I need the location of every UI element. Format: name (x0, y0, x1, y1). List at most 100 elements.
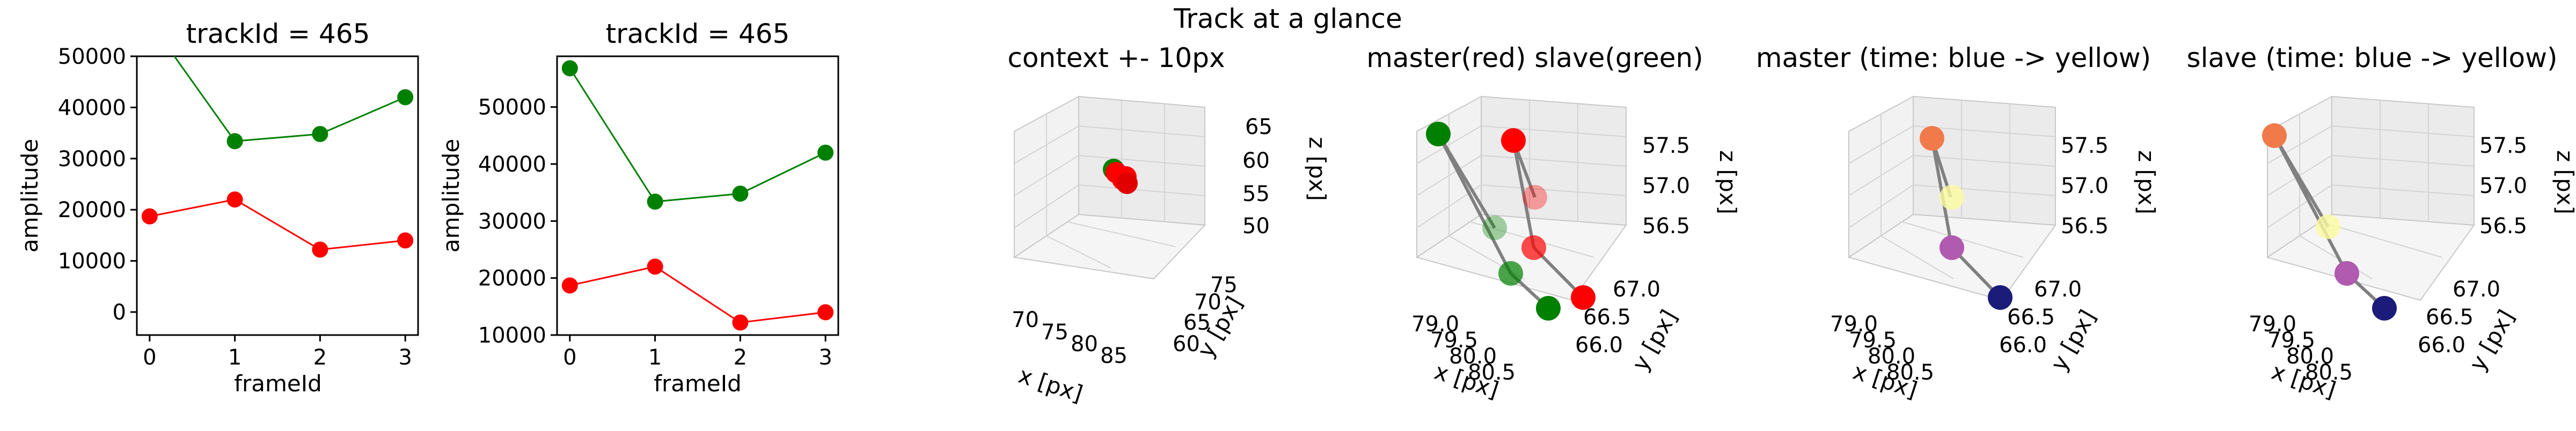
panel-4-marker-slave (1536, 296, 1561, 321)
p2-series-1-point (561, 277, 578, 294)
panel-1-x-axis-label: frameId (234, 370, 322, 397)
panel-4-marker-master (1521, 235, 1546, 260)
panel-3-x-ticks: 70 75 80 85 (1012, 308, 1128, 368)
panel-2-axes-frame (556, 55, 839, 336)
panel-4-z-tick-label: 57.5 (1642, 133, 1690, 158)
p1-series-1-point (312, 241, 328, 258)
p2-series-0-point (817, 144, 834, 161)
p2-series-1-point (732, 314, 749, 331)
panel-5-y-tick-label: 66.0 (1999, 333, 2047, 358)
panel-2-y-axis-label: amplitude (438, 139, 464, 252)
panel-2-y-tick-label: 50000 (478, 95, 546, 120)
panel-5-marker (1920, 126, 1944, 151)
panel-6-z-tick-label: 57.0 (2479, 174, 2527, 198)
panel-1-x-tick-label: 2 (313, 345, 327, 370)
panel-6-y-tick-label: 67.0 (2453, 277, 2500, 302)
panel-4-y-ticks: 66.0 66.5 67.0 (1575, 277, 1660, 358)
panel-6-x-tick-label: 79.5 (2267, 328, 2315, 353)
panel-4-x-tick-label: 79.5 (1430, 328, 1478, 353)
panel-2-x-tick-label: 1 (648, 345, 662, 370)
p2-series-1-point (817, 304, 834, 321)
p2-series-0-point (732, 185, 749, 202)
panel-2-y-tick-label: 40000 (478, 152, 546, 177)
panel-3-title: context +- 10px (1007, 42, 1225, 73)
panel-4-z-tick-label: 57.0 (1642, 174, 1690, 198)
panel-1-x-tick-label: 3 (398, 345, 412, 370)
panel-4-title: master(red) slave(green) (1366, 42, 1703, 73)
panel-6-x-tick-label: 80.0 (2286, 344, 2334, 369)
p1-series-1-point (226, 191, 243, 208)
panel-5-z-axis-label: z [px] (2133, 150, 2160, 214)
panel-4-x-tick-label: 80.5 (1468, 360, 1516, 385)
p1-series-0-point (142, 13, 158, 29)
panel-1-y-tick-label: 30000 (58, 147, 126, 172)
panel-2-series (561, 60, 834, 331)
panel-6-title: slave (time: blue -> yellow) (2187, 42, 2558, 73)
panel-4-y-tick-label: 67.0 (1613, 277, 1660, 302)
panel-4-z-axis-label: z [px] (1715, 150, 1741, 214)
panel-1-x-tick-label: 1 (228, 345, 241, 370)
panel-2-y-tick-label: 30000 (478, 209, 546, 234)
p1-series-1-line (149, 198, 406, 251)
panel-5-x-ticks: 79.0 79.5 80.0 80.5 (1830, 312, 1934, 385)
panel-4-x-tick-label: 79.0 (1411, 312, 1459, 337)
panel-6-3d-scatter: slave (time: blue -> yellow) 79.0 (2187, 42, 2576, 403)
panel-6-marker (2334, 261, 2359, 286)
panel-3-z-axis-label: z [px] (1304, 137, 1330, 201)
p2-series-0-line (569, 68, 826, 203)
p1-series-0-line (173, 56, 406, 142)
panel-3-z-ticks: 65 60 55 50 (1242, 115, 1272, 239)
p1-series-1-point (141, 208, 158, 225)
p2-series-1-point (647, 258, 663, 275)
panel-3-y-tick-label: 65 (1183, 310, 1211, 335)
panel-4-z-tick-label: 56.5 (1642, 214, 1690, 239)
panel-2-x-tick-label: 0 (563, 345, 576, 370)
panel-5-3d-scatter: master (time: blue -> yellow) 79.0 (1756, 42, 2160, 403)
panel-6-x-ticks: 79.0 79.5 80.0 80.5 (2249, 312, 2353, 385)
panel-1-line-chart: trackId = 465 0 1 2 3 0 10000 20000 3000… (17, 13, 419, 397)
panel-5-x-tick-label: 80.5 (1886, 360, 1934, 385)
panel-6-marker (2316, 214, 2340, 239)
panel-3-x-tick-label: 85 (1100, 344, 1128, 368)
panel-5-y-ticks: 66.0 66.5 67.0 (1999, 277, 2082, 358)
panel-4-y-tick-label: 66.5 (1583, 305, 1631, 330)
panel-3-x-tick-label: 75 (1041, 320, 1069, 345)
panel-5-marker (1940, 235, 1964, 260)
panel-3-z-tick-label: 60 (1242, 148, 1270, 173)
panel-2-y-tick-label: 10000 (478, 323, 546, 348)
panel-2-line-chart: trackId = 465 0 1 2 3 10000 20000 30000 … (438, 18, 839, 397)
panel-5-z-ticks: 57.5 57.0 56.5 (2061, 133, 2109, 239)
panel-4-x-ticks: 79.0 79.5 80.0 80.5 (1411, 312, 1516, 385)
panel-5-z-tick-label: 57.0 (2061, 174, 2109, 198)
panel-3-x-tick-label: 80 (1071, 332, 1098, 356)
panel-5-title: master (time: blue -> yellow) (1756, 42, 2151, 73)
panel-5-marker (1988, 285, 2012, 310)
panel-1-y-tick-label: 10000 (58, 249, 126, 274)
p1-series-1-point (397, 232, 414, 249)
panel-4-marker-master (1501, 128, 1526, 153)
panel-3-x-tick-label: 70 (1012, 308, 1039, 332)
panel-5-z-tick-label: 56.5 (2061, 214, 2109, 239)
panel-4-x-tick-label: 80.0 (1449, 344, 1497, 369)
panel-6-z-tick-label: 56.5 (2479, 214, 2527, 239)
panel-2-x-tick-label: 3 (818, 345, 832, 370)
panel-6-marker (2262, 123, 2287, 148)
panel-3-marker-master (1116, 173, 1138, 194)
panel-2-x-axis-label: frameId (654, 370, 742, 397)
panel-6-x-tick-label: 79.0 (2249, 312, 2296, 337)
panel-5-z-tick-label: 57.5 (2061, 133, 2109, 158)
panel-3-z-tick-label: 65 (1245, 115, 1272, 139)
panel-5-y-tick-label: 66.5 (2007, 305, 2055, 330)
panel-3-pane-walls (1013, 95, 1206, 280)
panel-2-x-tick-label: 2 (734, 345, 747, 370)
panel-6-pane-walls (2266, 95, 2475, 301)
panel-5-y-tick-label: 67.0 (2034, 277, 2082, 302)
panel-3-x-axis-label: x [px] (1015, 362, 1086, 407)
panel-6-marker (2372, 296, 2397, 321)
figure-suptitle: Track at a glance (1173, 3, 1402, 34)
panel-6-z-tick-label: 57.5 (2479, 133, 2527, 158)
panel-3-y-tick-label: 75 (1210, 273, 1238, 298)
panel-3-z-tick-label: 55 (1242, 182, 1270, 206)
panel-6-z-ticks: 57.5 57.0 56.5 (2479, 133, 2527, 239)
